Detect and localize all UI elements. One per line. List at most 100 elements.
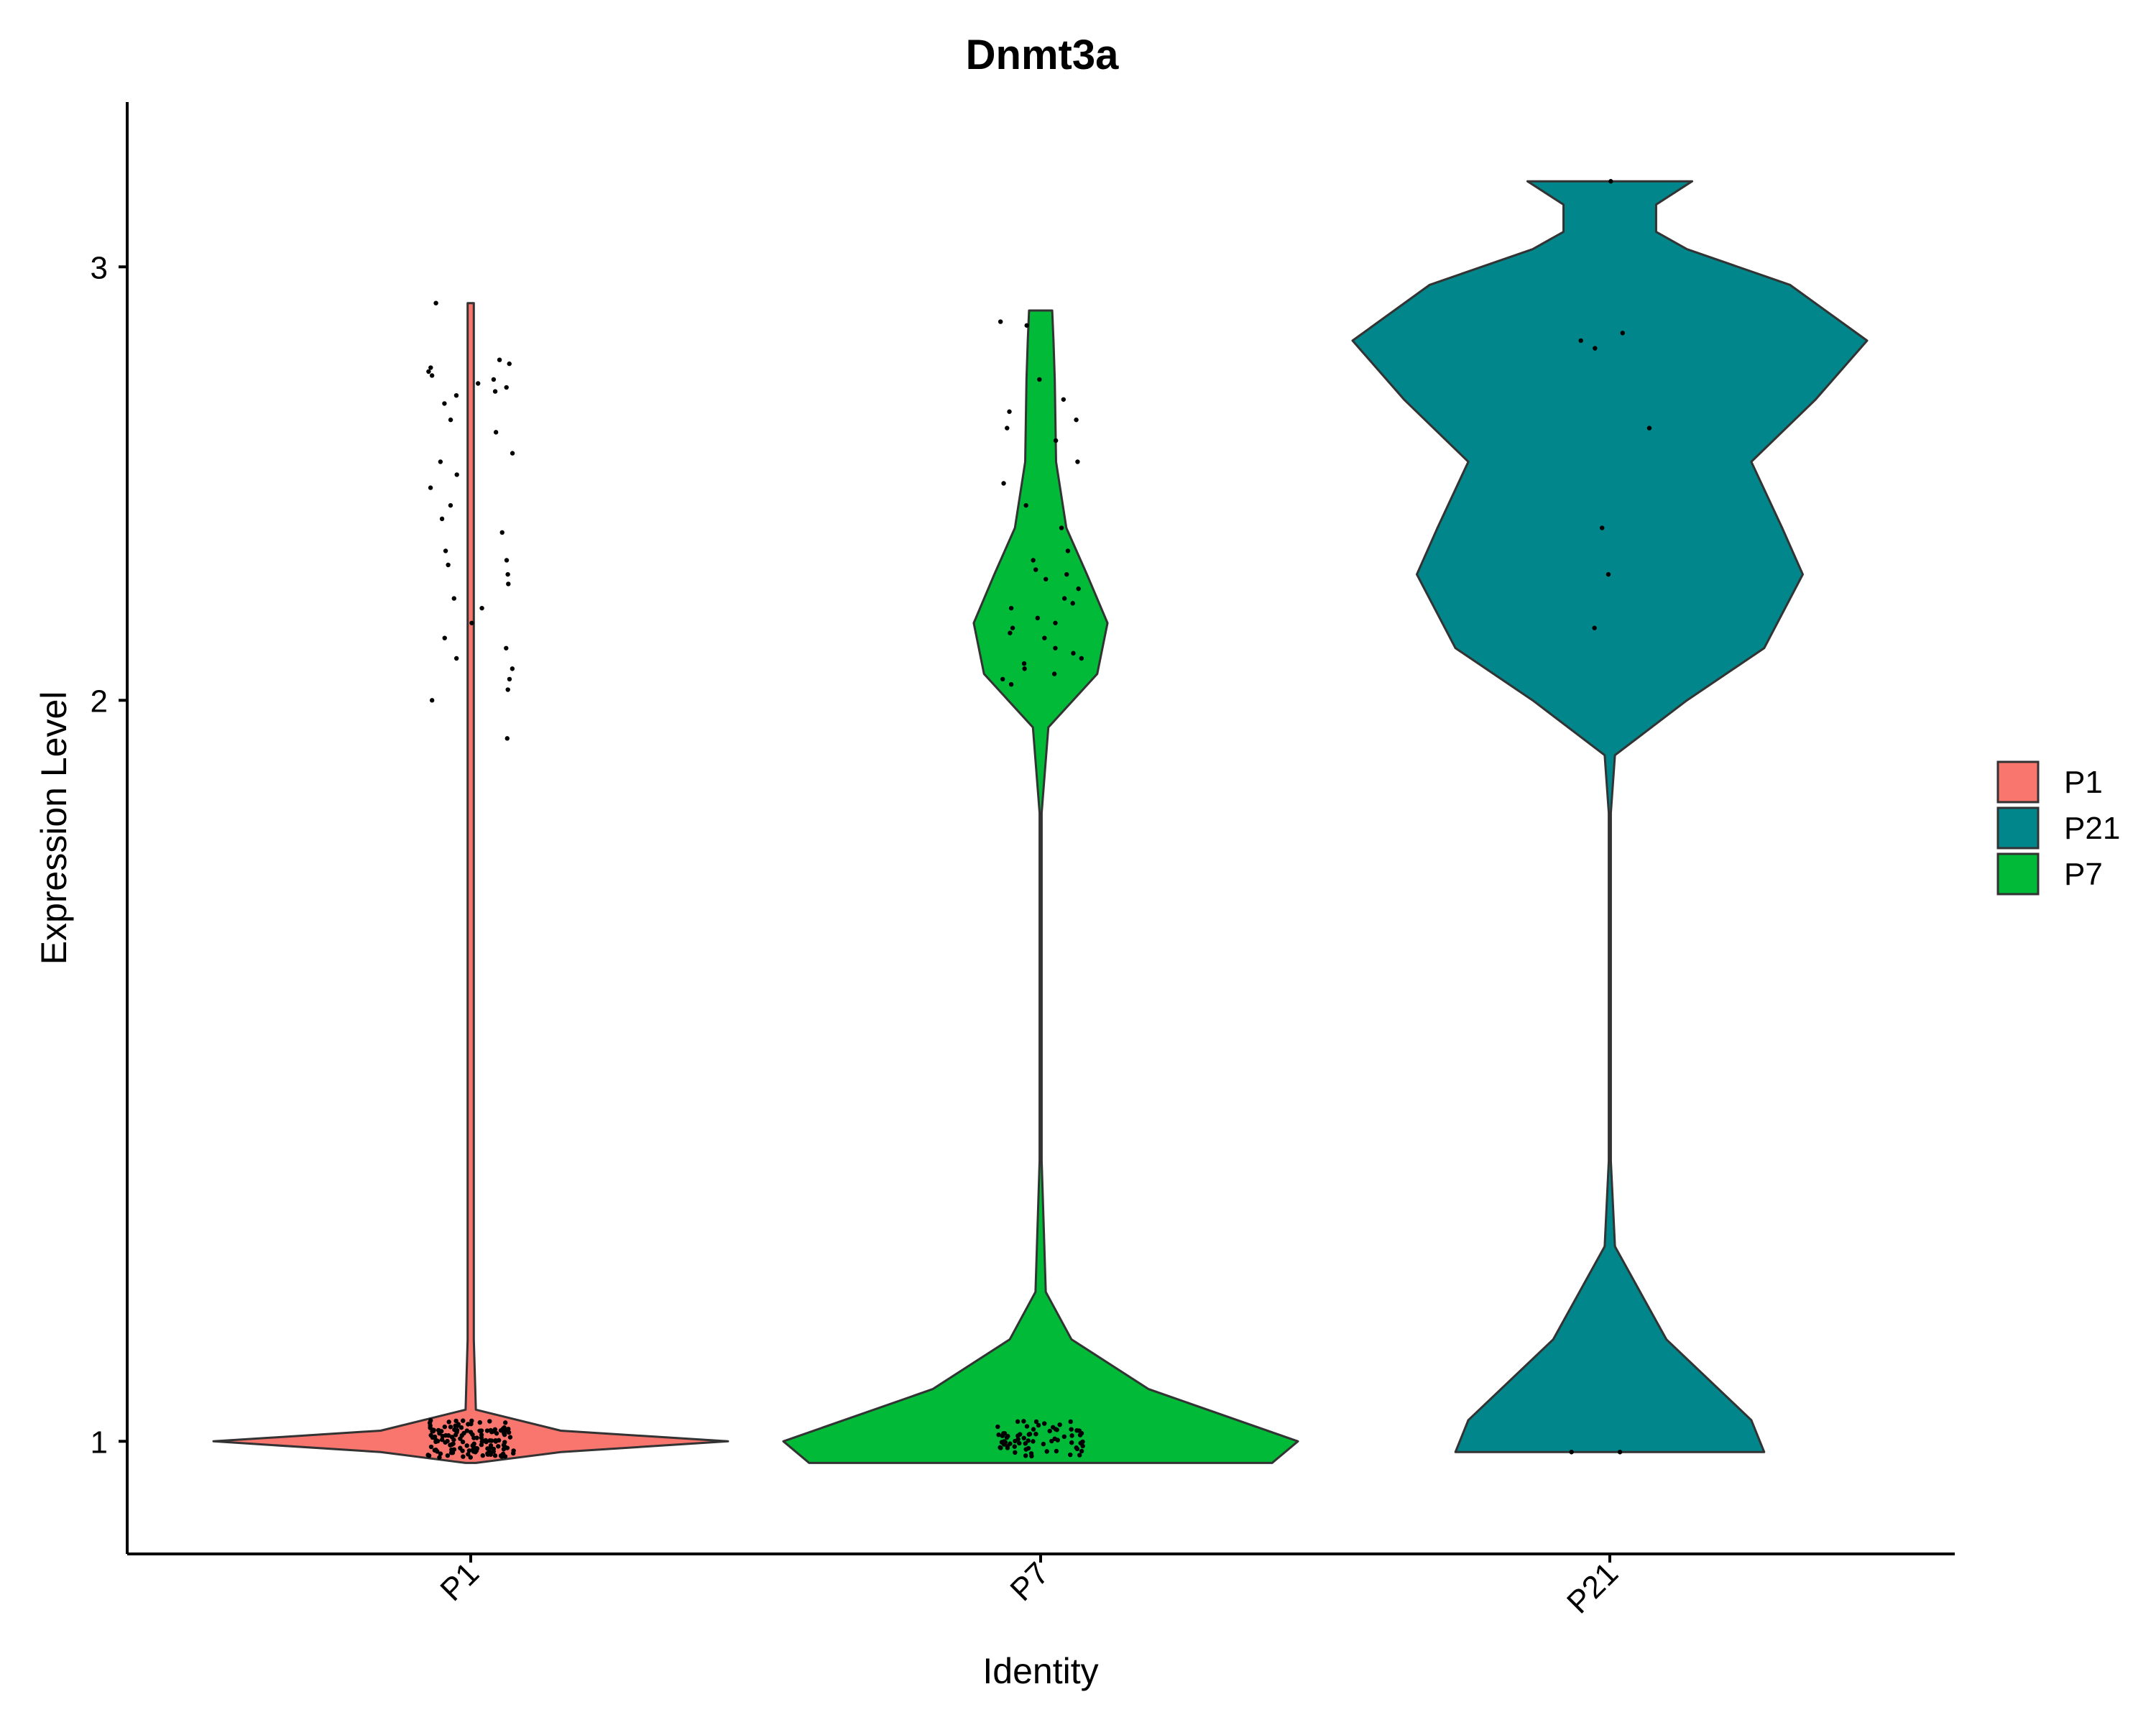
x-axis-ticks: P1 P7 P21 [433, 1554, 1625, 1620]
point-p7 [1021, 661, 1027, 666]
point-p1 [435, 1438, 441, 1444]
point-p7 [1001, 481, 1006, 486]
point-p7 [1033, 1419, 1039, 1425]
point-p7 [999, 1440, 1005, 1445]
point-p1 [510, 451, 515, 456]
point-p7 [1028, 1451, 1034, 1456]
point-p7 [1017, 1440, 1022, 1446]
point-p7 [1059, 525, 1064, 530]
point-p1 [504, 385, 509, 390]
point-p1 [425, 1453, 430, 1458]
point-p1 [487, 1419, 492, 1424]
point-p7 [1077, 1453, 1082, 1458]
point-p21 [1606, 571, 1611, 577]
point-p1 [443, 1440, 448, 1445]
y-tick-label: 3 [91, 250, 108, 285]
point-p7 [1031, 558, 1036, 563]
point-p1 [442, 635, 447, 640]
point-p1 [507, 1435, 513, 1440]
point-p21 [1646, 426, 1652, 431]
point-p7 [1078, 1440, 1083, 1446]
point-p7 [1053, 620, 1058, 625]
point-p1 [453, 392, 459, 398]
point-p1 [505, 736, 510, 741]
point-p7 [1069, 1433, 1074, 1438]
point-p7 [1041, 1441, 1046, 1447]
point-p7 [1013, 1450, 1018, 1455]
point-p1 [494, 1431, 499, 1436]
point-p1 [464, 1443, 469, 1448]
point-p1 [432, 1434, 438, 1440]
point-p7 [1022, 666, 1027, 671]
point-p21 [1592, 625, 1597, 630]
violin-p7 [782, 309, 1299, 1464]
point-p1 [464, 1428, 470, 1433]
point-p1 [448, 1425, 453, 1430]
point-p7 [1079, 656, 1084, 661]
y-tick-label: 2 [91, 684, 108, 719]
point-p7 [1061, 397, 1067, 402]
point-p7 [1023, 1441, 1028, 1446]
point-p1 [493, 430, 499, 435]
point-p1 [471, 1435, 476, 1440]
point-p1 [493, 1438, 498, 1443]
point-p7 [1005, 426, 1010, 431]
point-p21 [1593, 346, 1598, 351]
point-p1 [439, 516, 445, 522]
point-p7 [1021, 1435, 1026, 1441]
point-p1 [428, 1418, 433, 1423]
point-p1 [479, 605, 484, 611]
point-p7 [1077, 1428, 1082, 1433]
point-p7 [998, 1445, 1003, 1450]
point-p7 [1068, 1419, 1073, 1425]
point-p7 [1015, 1419, 1021, 1425]
point-p1 [438, 1451, 443, 1456]
point-p1 [504, 645, 509, 650]
x-tick-label: P21 [1560, 1555, 1625, 1620]
point-p7 [1068, 1452, 1073, 1458]
point-p7 [1024, 1424, 1030, 1429]
point-p1 [485, 1446, 490, 1451]
point-p7 [1003, 1440, 1008, 1445]
point-p7 [1074, 417, 1079, 423]
point-p1 [484, 1428, 490, 1433]
point-p7 [1010, 625, 1015, 630]
point-p1 [461, 1430, 466, 1436]
point-p7 [1042, 635, 1047, 640]
point-p1 [502, 1425, 507, 1430]
legend-swatch-p7 [1996, 852, 2040, 896]
point-p7 [1055, 1438, 1060, 1443]
point-p21 [1578, 338, 1583, 344]
point-p1 [459, 1425, 464, 1430]
point-p7 [1031, 1439, 1036, 1444]
point-p7 [1069, 1440, 1074, 1445]
legend-label-p7: P7 [2064, 857, 2103, 892]
point-p7 [1079, 1448, 1084, 1454]
legend-label-p21: P21 [2064, 811, 2120, 846]
point-p7 [1047, 1428, 1052, 1434]
point-p1 [489, 1438, 494, 1443]
point-p1 [479, 1428, 484, 1433]
x-axis-label: Identity [982, 1651, 1098, 1691]
point-p7 [1064, 571, 1069, 577]
point-p1 [449, 1447, 454, 1453]
point-p7 [1033, 1431, 1038, 1437]
point-p1 [505, 687, 510, 692]
point-p1 [452, 1427, 457, 1432]
point-p7 [998, 319, 1003, 324]
point-p21 [1569, 1450, 1574, 1455]
point-p21 [1617, 1450, 1623, 1455]
point-p1 [466, 1452, 471, 1457]
point-p1 [507, 676, 512, 682]
point-p1 [466, 1448, 472, 1453]
point-p1 [475, 381, 481, 386]
point-p7 [1018, 1432, 1023, 1437]
x-tick-label: P7 [1003, 1555, 1056, 1608]
point-p7 [1024, 323, 1029, 328]
point-p7 [996, 1432, 1001, 1438]
point-p1 [507, 361, 512, 367]
point-p1 [454, 472, 459, 477]
point-p1 [461, 1418, 466, 1423]
point-p7 [1008, 1441, 1013, 1446]
y-axis-label: Expression Level [34, 691, 74, 965]
